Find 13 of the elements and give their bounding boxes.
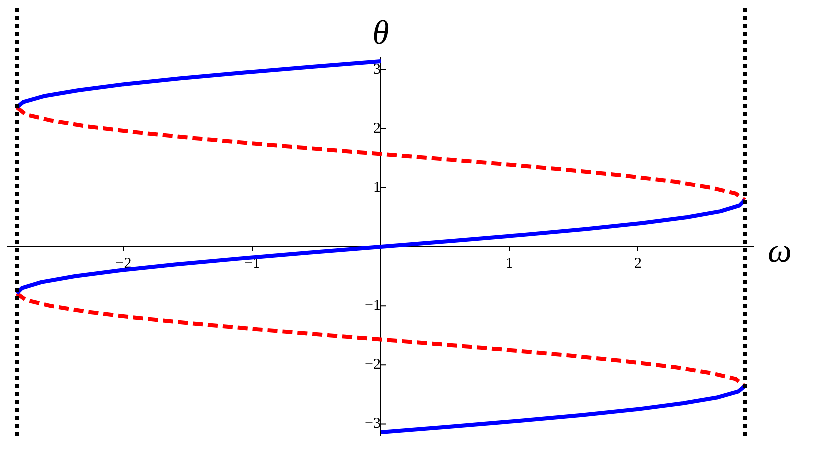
- x-tick-label: 1: [506, 256, 514, 272]
- y-tick-label: 3: [374, 62, 381, 78]
- y-tick-label: −1: [365, 298, 381, 314]
- line-series: [15, 106, 747, 202]
- x-tick-label: −2: [116, 256, 132, 272]
- x-tick-label: 2: [634, 256, 642, 272]
- y-tick-label: −3: [365, 416, 381, 432]
- y-tick-label: −2: [365, 357, 381, 374]
- x-axis-title: ω: [768, 232, 792, 270]
- y-tick-label: 1: [374, 180, 381, 196]
- y-axis-title: θ: [372, 14, 390, 52]
- y-tick-label: 2: [374, 120, 381, 137]
- line-series: [15, 292, 747, 388]
